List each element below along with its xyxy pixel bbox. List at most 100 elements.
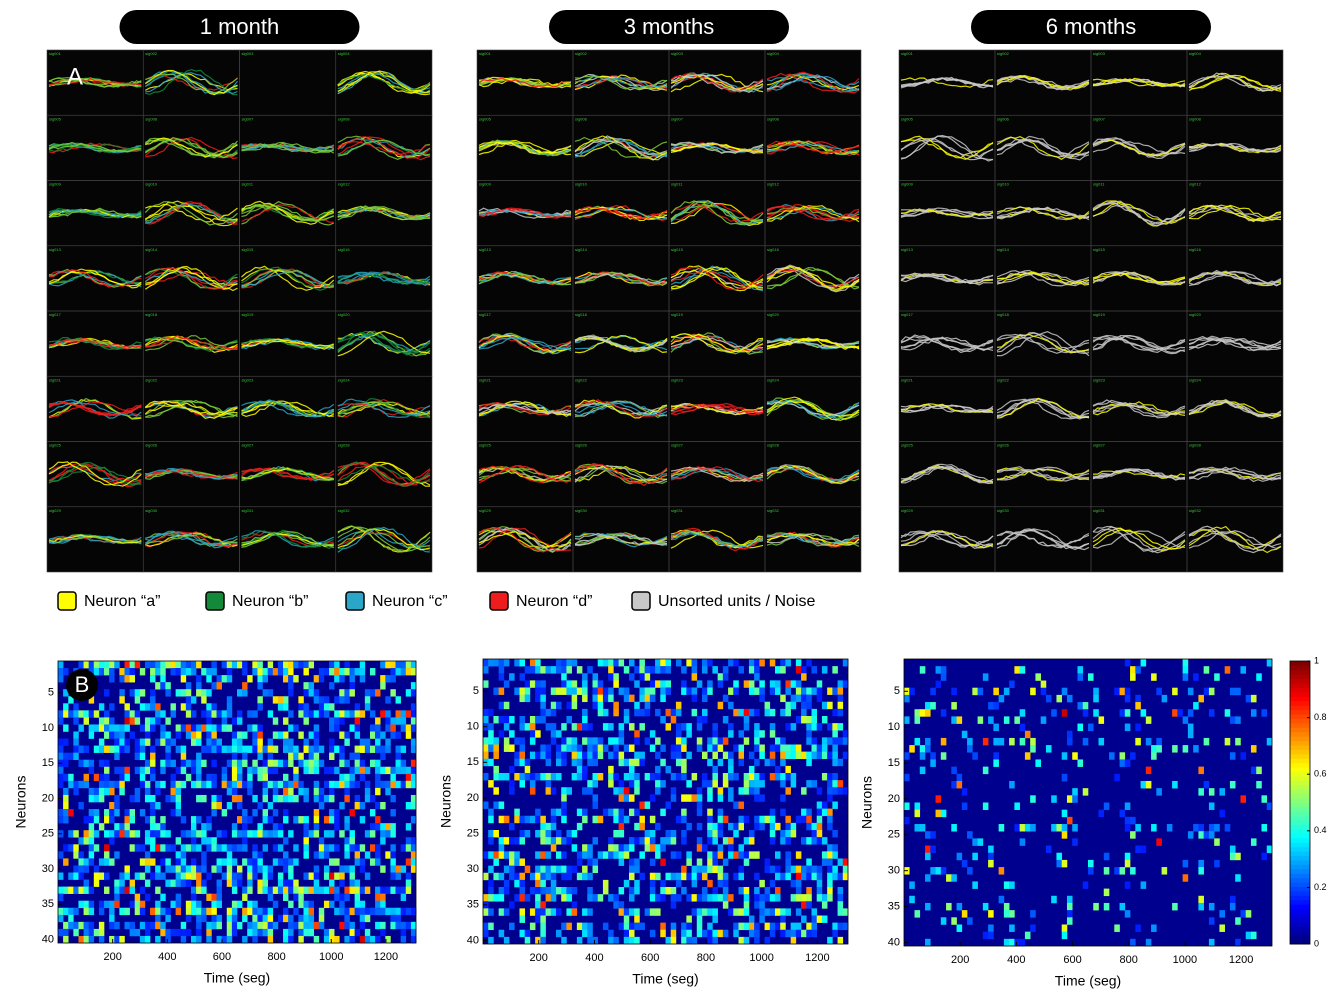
heatmap-cell bbox=[670, 794, 677, 802]
heatmap-cell bbox=[155, 886, 161, 894]
heatmap-cell bbox=[68, 696, 74, 704]
heatmap-cell bbox=[801, 666, 807, 674]
heatmap-cell bbox=[1019, 723, 1026, 732]
waveform bbox=[766, 74, 860, 92]
channel-label: sig015 bbox=[242, 247, 255, 252]
heatmap-cell bbox=[587, 908, 593, 916]
colorbar-step bbox=[1290, 873, 1310, 879]
heatmap-cell bbox=[832, 787, 838, 795]
heatmap-cell bbox=[272, 745, 279, 753]
heatmap-cell bbox=[785, 872, 791, 881]
heatmap-cell bbox=[535, 666, 541, 674]
heatmap-cell bbox=[972, 687, 978, 696]
heatmap-cell bbox=[206, 668, 212, 676]
heatmap-cell bbox=[1056, 852, 1063, 861]
heatmap-cell bbox=[369, 759, 376, 768]
waveform bbox=[144, 201, 238, 226]
waveform bbox=[670, 530, 764, 549]
heatmap-cell bbox=[237, 872, 243, 880]
heatmap-cell bbox=[691, 936, 698, 945]
heatmap-cell bbox=[556, 758, 562, 767]
channel-label: sig021 bbox=[479, 377, 492, 382]
heatmap-cell bbox=[795, 815, 802, 824]
heatmap-cell bbox=[170, 809, 176, 817]
heatmap-cell bbox=[571, 744, 578, 752]
heatmap-cell bbox=[629, 887, 635, 895]
heatmap-cell bbox=[359, 745, 366, 753]
heatmap-cell bbox=[201, 759, 207, 768]
heatmap-cell bbox=[267, 745, 274, 753]
heatmap-cell bbox=[675, 815, 682, 824]
heatmap-cell bbox=[524, 666, 531, 674]
waveform bbox=[574, 75, 668, 90]
heatmap-cell bbox=[206, 773, 212, 782]
heatmap-cell bbox=[540, 865, 546, 874]
heatmap-cell bbox=[722, 694, 729, 703]
heatmap-cell bbox=[308, 661, 315, 669]
heatmap-cell bbox=[503, 659, 510, 667]
heatmap-cell bbox=[211, 837, 217, 845]
heatmap-cell bbox=[743, 837, 750, 845]
heatmap-cell bbox=[114, 802, 120, 810]
heatmap-cell bbox=[707, 879, 713, 888]
heatmap-cell bbox=[951, 716, 957, 724]
y-tick-label: 35 bbox=[467, 899, 479, 911]
heatmap-cell bbox=[165, 907, 171, 916]
heatmap-cell bbox=[410, 759, 417, 768]
heatmap-cell bbox=[827, 737, 833, 745]
heatmap-cell bbox=[257, 682, 263, 690]
heatmap-cell bbox=[644, 844, 651, 852]
heatmap-cell bbox=[498, 887, 505, 895]
waveform bbox=[478, 527, 572, 552]
heatmap-cell bbox=[540, 922, 546, 931]
heatmap-cell bbox=[769, 894, 776, 902]
heatmap-cell bbox=[364, 787, 371, 796]
heatmap-cell bbox=[83, 773, 89, 782]
heatmap-cell bbox=[216, 675, 222, 683]
heatmap-cell bbox=[571, 844, 578, 852]
heatmap-cell bbox=[571, 751, 578, 760]
heatmap-cell bbox=[556, 701, 562, 710]
colorbar-step bbox=[1290, 859, 1310, 865]
heatmap-cell bbox=[185, 879, 192, 887]
heatmap-cell bbox=[313, 794, 320, 803]
heatmap-cell bbox=[748, 915, 755, 923]
heatmap-cell bbox=[566, 701, 572, 710]
heatmap-cell bbox=[160, 724, 166, 732]
heatmap-cell bbox=[165, 928, 171, 937]
heatmap-cell bbox=[748, 773, 755, 781]
heatmap-cell bbox=[170, 759, 176, 768]
heatmap-cell bbox=[98, 668, 105, 676]
heatmap-cell bbox=[88, 794, 95, 803]
heatmap-cell bbox=[587, 787, 593, 795]
heatmap-cell bbox=[728, 751, 734, 760]
heatmap-cell bbox=[748, 922, 755, 931]
heatmap-cell bbox=[364, 689, 371, 697]
heatmap-cell bbox=[754, 687, 760, 695]
heatmap-cell bbox=[277, 872, 284, 880]
heatmap-cell bbox=[221, 724, 228, 732]
heatmap-cell bbox=[639, 872, 645, 881]
heatmap-cell bbox=[1051, 709, 1057, 717]
heatmap-cell bbox=[545, 780, 552, 788]
channel-label: sig013 bbox=[49, 247, 62, 252]
heatmap-frame bbox=[903, 658, 1273, 947]
waveform bbox=[1188, 204, 1282, 221]
heatmap-cell bbox=[252, 907, 258, 916]
heatmap-cell bbox=[519, 687, 526, 695]
heatmap-cell bbox=[400, 893, 407, 901]
heatmap-cell bbox=[165, 661, 171, 669]
y-tick-label: 25 bbox=[42, 828, 54, 840]
heatmap-cell bbox=[206, 837, 212, 845]
heatmap-cell bbox=[400, 780, 407, 789]
heatmap-cell bbox=[592, 794, 599, 802]
heatmap-cell bbox=[257, 865, 263, 873]
heatmap-cell bbox=[717, 794, 724, 802]
heatmap-cell bbox=[109, 907, 115, 916]
heatmap-cell bbox=[160, 893, 166, 901]
heatmap-cell bbox=[707, 908, 713, 916]
heatmap-cell bbox=[155, 907, 161, 916]
waveform bbox=[48, 77, 142, 88]
heatmap-cell bbox=[634, 879, 640, 888]
channel-label: sig004 bbox=[767, 51, 780, 56]
